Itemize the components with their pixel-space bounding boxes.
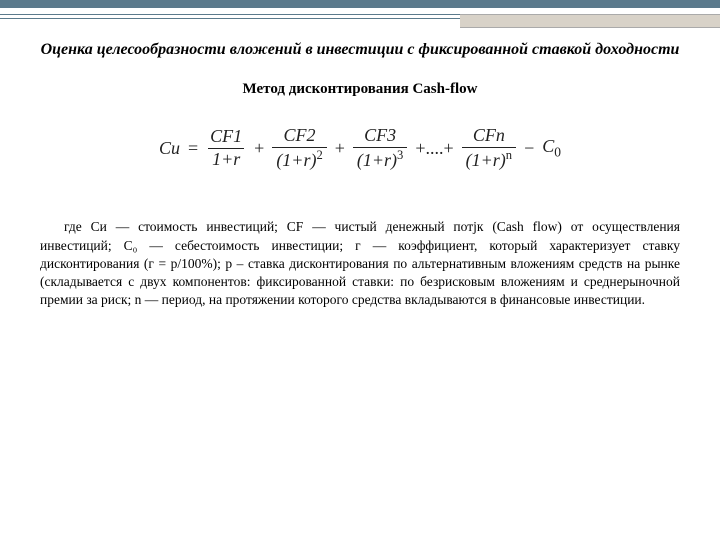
explanation-paragraph: где Си — стоимость инвестиций; CF — чист… (40, 218, 680, 309)
slide-content: Оценка целесообразности вложений в инвес… (40, 40, 680, 309)
plus-2: + (333, 138, 347, 159)
term2-num: CF2 (280, 126, 320, 147)
formula-ellipsis: +....+ (413, 138, 455, 159)
formula-term-2: CF2 (1+r)2 (272, 126, 326, 171)
slide-title: Оценка целесообразности вложений в инвес… (40, 40, 680, 61)
formula-term-3: CF3 (1+r)3 (353, 126, 407, 171)
term3-num: CF3 (360, 126, 400, 147)
term3-exp: 3 (397, 148, 403, 162)
term2-den: (1+r)2 (272, 147, 326, 171)
formula-eq: = (186, 138, 200, 159)
term2-den-base: (1+r) (276, 150, 316, 170)
term1-num: CF1 (206, 127, 246, 148)
term3-den-base: (1+r) (357, 150, 397, 170)
formula-term-1: CF1 1+r (206, 127, 246, 170)
termn-num: CFn (469, 126, 509, 147)
slide-subtitle: Метод дисконтирования Cash-flow (40, 81, 680, 98)
formula-lhs: Си (159, 138, 180, 159)
termn-exp: n (506, 148, 512, 162)
tail-c: C (542, 136, 554, 156)
term2-exp: 2 (316, 148, 322, 162)
tail-sub: 0 (554, 144, 561, 159)
term1-den-base: 1+r (212, 149, 240, 169)
termn-den-base: (1+r) (466, 150, 506, 170)
formula-term-n: CFn (1+r)n (462, 126, 516, 171)
formula-tail: C0 (542, 136, 561, 161)
termn-den: (1+r)n (462, 147, 516, 171)
term3-den: (1+r)3 (353, 147, 407, 171)
cash-flow-formula: Си = CF1 1+r + CF2 (1+r)2 + CF3 (1+r)3 +… (40, 126, 680, 171)
header-accent-block (460, 14, 720, 28)
plus-1: + (252, 138, 266, 159)
term1-den: 1+r (208, 148, 244, 170)
header-top-bar (0, 0, 720, 8)
formula-minus: − (522, 138, 536, 159)
